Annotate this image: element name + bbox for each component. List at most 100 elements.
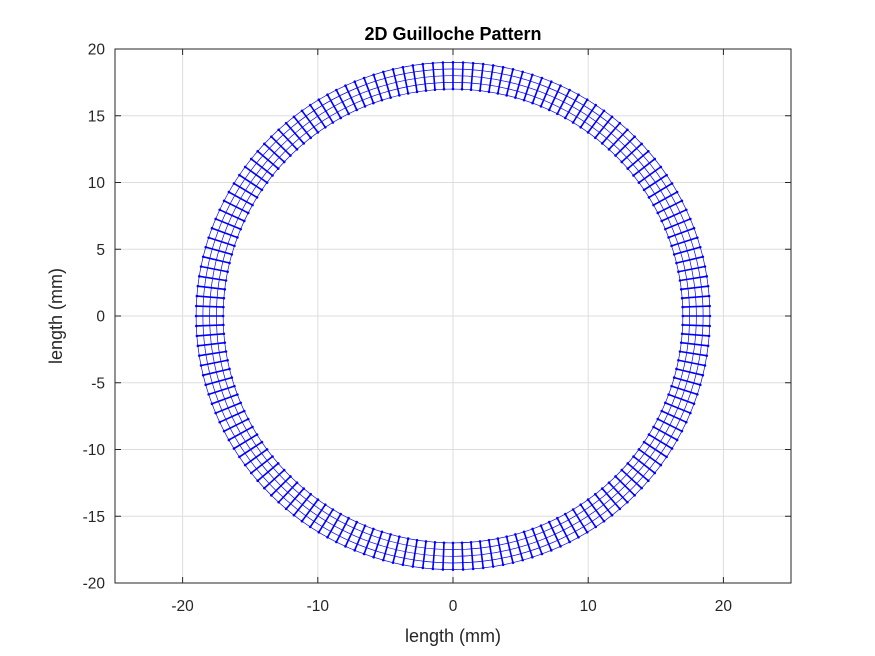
pattern-spoke (353, 525, 366, 551)
pattern-node (372, 73, 375, 77)
pattern-spoke (205, 376, 233, 386)
pattern-node (335, 88, 338, 92)
pattern-node (664, 401, 667, 405)
pattern-spoke (671, 236, 698, 247)
pattern-node (222, 429, 226, 433)
x-axis-ticks: -20 -10 0 10 20 (171, 49, 732, 615)
pattern-spoke (196, 324, 224, 327)
pattern-node (355, 108, 359, 112)
pattern-node (681, 305, 684, 309)
pattern-spoke (270, 136, 292, 157)
pattern-node (363, 524, 367, 527)
pattern-node (300, 109, 304, 113)
pattern-node (491, 64, 495, 67)
pattern-node (680, 296, 684, 300)
pattern-node (460, 541, 464, 545)
pattern-node (680, 429, 684, 433)
pattern-node (263, 486, 266, 490)
pattern-spoke (661, 209, 687, 222)
pattern-spoke (228, 191, 253, 206)
pattern-node (677, 358, 680, 362)
pattern-node (317, 530, 321, 534)
pattern-spoke (665, 402, 691, 414)
pattern-spoke (594, 116, 613, 139)
pattern-node (214, 411, 217, 415)
pattern-spoke (633, 455, 656, 474)
pattern-node (594, 525, 598, 529)
pattern-node (442, 541, 446, 545)
pattern-node (642, 188, 646, 192)
pattern-spoke (678, 265, 706, 273)
pattern-node (677, 270, 680, 274)
pattern-node (233, 384, 236, 388)
pattern-spoke (211, 393, 238, 405)
pattern-node (289, 154, 292, 157)
pattern-node (433, 540, 437, 544)
pattern-node (610, 513, 614, 517)
pattern-spoke (208, 385, 235, 396)
pattern-node (679, 288, 683, 291)
pattern-node (708, 324, 711, 328)
pattern-node (469, 88, 473, 92)
pattern-spoke (197, 285, 225, 291)
x-tick-label: 0 (449, 598, 458, 615)
pattern-node (282, 468, 286, 472)
pattern-spoke (614, 136, 636, 157)
pattern-node (559, 545, 562, 548)
pattern-spoke (335, 517, 350, 543)
pattern-node (579, 503, 582, 507)
pattern-node (491, 565, 495, 568)
pattern-node (309, 492, 313, 496)
pattern-spoke (572, 509, 588, 533)
pattern-node (632, 174, 635, 177)
pattern-node (471, 61, 475, 65)
pattern-node (640, 142, 643, 146)
pattern-node (647, 479, 650, 483)
y-tick-label: -10 (83, 442, 106, 459)
pattern-node (678, 350, 682, 353)
pattern-node (522, 530, 526, 534)
pattern-node (406, 537, 410, 540)
pattern-node (593, 136, 597, 140)
pattern-node (195, 324, 198, 328)
pattern-spoke (223, 418, 249, 432)
pattern-node (207, 236, 210, 239)
pattern-spoke (648, 182, 673, 199)
pattern-spoke (263, 143, 285, 163)
pattern-node (249, 157, 253, 161)
pattern-node (579, 125, 582, 129)
pattern-node (197, 275, 201, 278)
pattern-spoke (682, 333, 710, 337)
pattern-node (568, 540, 571, 544)
pattern-spoke (614, 475, 636, 496)
pattern-node (381, 70, 385, 74)
pattern-spoke (682, 295, 710, 299)
pattern-spoke (548, 521, 562, 547)
pattern-node (372, 527, 375, 531)
pattern-node (230, 253, 234, 256)
pattern-node (708, 304, 711, 308)
pattern-spoke (587, 110, 605, 133)
y-tick-label: -15 (83, 509, 105, 526)
x-tick-label: 10 (580, 598, 598, 615)
pattern-node (675, 367, 678, 371)
pattern-node (707, 334, 711, 338)
pattern-node (451, 541, 455, 545)
pattern-spoke (309, 104, 326, 128)
x-tick-label: -20 (171, 598, 194, 615)
pattern-node (232, 447, 236, 450)
pattern-node (339, 116, 342, 120)
pattern-node (614, 154, 617, 157)
pattern-spoke (514, 71, 524, 98)
pattern-node (670, 244, 673, 248)
pattern-spoke (278, 482, 298, 503)
pattern-node (431, 567, 435, 571)
pattern-node (607, 148, 611, 151)
pattern-node (471, 567, 475, 571)
pattern-spoke (594, 493, 613, 516)
pattern-spoke (653, 191, 678, 206)
pattern-node (550, 549, 553, 552)
pattern-spoke (392, 69, 401, 96)
pattern-node (347, 112, 350, 116)
pattern-node (308, 525, 312, 529)
